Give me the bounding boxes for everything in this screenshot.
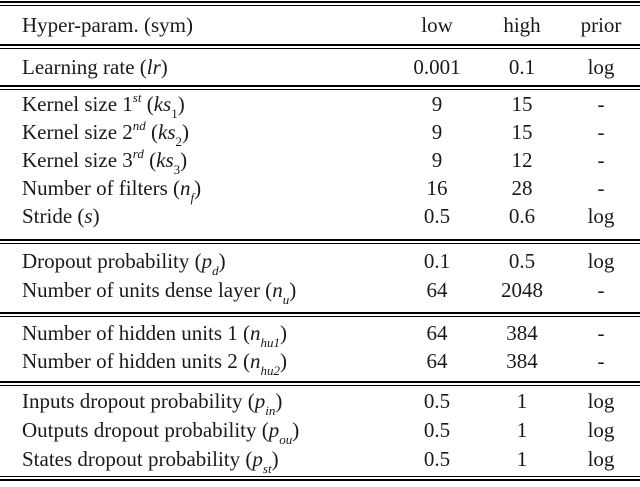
prior-value: log	[587, 203, 615, 228]
rule-line	[0, 385, 640, 386]
low-value: 64	[426, 278, 448, 302]
high-value: 1	[516, 447, 528, 471]
col-header-prior: prior	[580, 12, 622, 37]
high-value: 0.6	[508, 203, 536, 228]
table-row: Kernel size 1st (ks1) 9 15 -	[0, 89, 640, 121]
prior-value: -	[597, 320, 605, 345]
low-value: 0.001	[413, 54, 461, 79]
high-value: 384	[506, 348, 538, 373]
rule-line	[0, 1, 640, 3]
section-divider-rule	[0, 239, 640, 244]
hyperparam-label: Number of hidden units 2 (nhu2)	[22, 348, 288, 378]
high-value: 15	[511, 119, 533, 144]
table-row: Kernel size 2nd (ks2) 9 15 -	[0, 117, 640, 149]
prior-value: log	[587, 249, 615, 273]
table-section: Learning rate (lr) 0.001 0.1 log	[0, 49, 640, 85]
prior-value: -	[597, 147, 605, 172]
table-row: Number of units dense layer (nu) 64 2048 -	[0, 276, 640, 308]
high-value: 384	[506, 320, 538, 345]
table-row: States dropout probability (pst) 0.5 1 log	[0, 445, 640, 477]
hyperparam-label: Dropout probability (pd)	[22, 249, 226, 279]
rule-line	[0, 239, 640, 241]
high-value: 15	[511, 91, 533, 116]
prior-value: -	[597, 175, 605, 200]
col-header-low: low	[421, 12, 453, 37]
low-value: 0.5	[423, 389, 451, 413]
high-value: 1	[516, 418, 528, 442]
high-value: 12	[511, 147, 533, 172]
rule-line	[0, 85, 640, 87]
rule-line	[0, 479, 640, 481]
table-row: Learning rate (lr) 0.001 0.1 log	[0, 49, 640, 85]
table-section: Number of hidden units 1 (nhu1) 64 384- Num…	[0, 317, 640, 381]
section-divider-rule	[0, 381, 640, 386]
prior-value: log	[587, 389, 615, 413]
high-value: 0.5	[508, 249, 536, 273]
hyperparam-label: Number of filters (nf)	[22, 175, 202, 205]
low-value: 9	[431, 91, 443, 116]
low-value: 0.1	[423, 249, 451, 273]
low-value: 64	[426, 320, 448, 345]
table-row: Inputs dropout probability (pin) 0.5 1 log	[0, 387, 640, 419]
rule-line	[0, 48, 640, 49]
table-section: Dropout probability (pd) 0.1 0.5 log Number …	[0, 244, 640, 312]
rule-line	[0, 316, 640, 317]
prior-value: log	[587, 54, 615, 79]
low-value: 16	[426, 175, 448, 200]
hyperparam-label: Kernel size 3rd (ks3)	[22, 145, 188, 177]
hyperparam-label: Stride (s)	[22, 203, 100, 228]
high-value: 2048	[501, 278, 543, 302]
prior-value: log	[587, 418, 615, 442]
hyperparam-label: Inputs dropout probability (pin)	[22, 389, 283, 419]
header-separator-rule	[0, 44, 640, 49]
high-value: 0.1	[508, 54, 536, 79]
prior-value: log	[587, 447, 615, 471]
table-row: Stride (s) 0.5 0.6 log	[0, 202, 640, 230]
hyperparam-label: Learning rate (lr)	[22, 54, 168, 79]
high-value: 28	[511, 175, 533, 200]
hyperparam-label: Number of units dense layer (nu)	[22, 278, 297, 308]
rule-line	[0, 44, 640, 46]
low-value: 0.5	[423, 203, 451, 228]
hyperparam-label: Outputs dropout probability (pou)	[22, 418, 300, 448]
hyperparam-label: States dropout probability (pst)	[22, 447, 279, 477]
low-value: 64	[426, 348, 448, 373]
table-row: Kernel size 3rd (ks3) 9 12 -	[0, 145, 640, 177]
col-header-hyperparam: Hyper-param. (sym)	[22, 12, 194, 37]
table-row: Number of filters (nf) 16 28 -	[0, 174, 640, 205]
section-divider-rule	[0, 312, 640, 317]
low-value: 0.5	[423, 418, 451, 442]
table-body: Learning rate (lr) 0.001 0.1 log Kernel size…	[0, 49, 640, 476]
table-section: Kernel size 1st (ks1) 9 15- Kernel size 2nd…	[0, 90, 640, 239]
high-value: 1	[516, 389, 528, 413]
table-top-rule	[0, 1, 640, 6]
prior-value: -	[597, 119, 605, 144]
low-value: 9	[431, 119, 443, 144]
table-bottom-rule	[0, 476, 640, 481]
rule-line	[0, 381, 640, 383]
col-header-high: high	[503, 12, 541, 37]
rule-line	[0, 5, 640, 6]
hyperparam-label: Number of hidden units 1 (nhu1)	[22, 320, 288, 350]
low-value: 0.5	[423, 447, 451, 471]
table-row: Dropout probability (pd) 0.1 0.5 log	[0, 247, 640, 279]
rule-line	[0, 312, 640, 314]
prior-value: -	[597, 91, 605, 116]
table-row: Number of hidden units 1 (nhu1) 64 384 -	[0, 319, 640, 350]
hyperparam-label: Kernel size 2nd (ks2)	[22, 117, 190, 149]
section-divider-rule	[0, 85, 640, 90]
table-row: Number of hidden units 2 (nhu2) 64 384 -	[0, 347, 640, 378]
rule-line	[0, 476, 640, 477]
table-row: Outputs dropout probability (pou) 0.5 1 log	[0, 416, 640, 448]
rule-line	[0, 243, 640, 244]
table-header-row: Hyper-param. (sym) low high prior	[0, 6, 640, 44]
rule-line	[0, 89, 640, 90]
hyperparam-label: Kernel size 1st (ks1)	[22, 89, 185, 121]
prior-value: -	[597, 348, 605, 373]
low-value: 9	[431, 147, 443, 172]
prior-value: -	[597, 278, 605, 302]
table-section: Inputs dropout probability (pin) 0.5 1 log O…	[0, 386, 640, 476]
